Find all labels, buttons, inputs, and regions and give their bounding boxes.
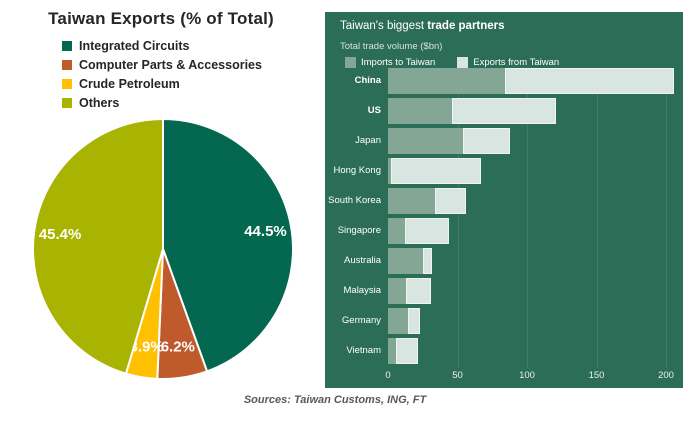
- category-label: China: [354, 75, 381, 86]
- bar-row-australia: [388, 248, 433, 274]
- pie-value-label: 45.4%: [39, 226, 82, 243]
- trade-partners-panel: Taiwan's biggest trade partners Total tr…: [325, 12, 683, 388]
- imports-segment: [388, 158, 391, 184]
- imports-swatch-icon: [345, 57, 356, 68]
- category-labels: China US Japan Hong Kong South Korea Singapor…: [325, 68, 381, 368]
- pie-legend-item: Integrated Circuits: [62, 36, 262, 55]
- x-tick-label: 100: [519, 370, 535, 381]
- category-label: Germany: [341, 315, 381, 326]
- exports-segment: [406, 278, 432, 304]
- bar-row-singapore: [388, 218, 450, 244]
- x-tick-label: 200: [658, 370, 674, 381]
- pie-legend-label: Crude Petroleum: [79, 76, 180, 91]
- pie-legend-item: Computer Parts & Accessories: [62, 55, 262, 74]
- category-label: Australia: [344, 255, 381, 266]
- exports-segment: [422, 248, 433, 274]
- imports-segment: [388, 128, 464, 154]
- bar-chart-title: Taiwan's biggest trade partners: [340, 20, 505, 32]
- legend-swatch-icon: [62, 78, 72, 89]
- exports-segment: [435, 188, 466, 214]
- bar-row-japan: [388, 128, 511, 154]
- exports-segment: [390, 158, 482, 184]
- pie-legend-item: Crude Petroleum: [62, 74, 262, 93]
- imports-segment: [388, 308, 408, 334]
- legend-swatch-icon: [62, 40, 72, 51]
- pie-legend: Integrated Circuits Computer Parts & Acce…: [62, 36, 262, 112]
- bar-chart-subtitle: Total trade volume ($bn): [340, 41, 443, 52]
- pie-legend-item: Others: [62, 93, 262, 112]
- bar-chart-title-regular: Taiwan's biggest: [340, 20, 428, 32]
- exports-segment: [407, 308, 420, 334]
- pie-chart: 44.5% 6.2%3.9% 45.4%: [31, 118, 294, 380]
- legend-imports-label: Imports to Taiwan: [361, 57, 436, 68]
- exports-segment: [404, 218, 450, 244]
- gridline: [596, 68, 598, 368]
- imports-segment: [388, 218, 405, 244]
- x-tick-label: 0: [385, 370, 391, 381]
- exports-swatch-icon: [457, 57, 469, 68]
- bar-plot-area: [388, 68, 676, 368]
- gridline: [666, 68, 667, 368]
- imports-segment: [388, 98, 452, 124]
- sources-note: Sources: Taiwan Customs, ING, FT: [243, 394, 427, 406]
- pie-slice-3: [31, 118, 164, 375]
- category-label: Malaysia: [343, 285, 382, 296]
- bar-row-us: [388, 98, 557, 124]
- exports-segment: [463, 128, 511, 154]
- pie-legend-label: Computer Parts & Accessories: [79, 57, 262, 72]
- category-label: South Korea: [328, 195, 381, 206]
- pie-chart-title: Taiwan Exports (% of Total): [48, 9, 274, 28]
- bar-row-vietnam: [388, 338, 419, 364]
- x-tick-label: 50: [452, 370, 463, 381]
- pie-value-label: 3.9%: [129, 338, 163, 355]
- pie-slice-0: [162, 118, 294, 373]
- bar-legend: Imports to Taiwan Exports from Taiwan: [345, 57, 559, 68]
- imports-segment: [388, 68, 505, 94]
- x-tick-label: 150: [588, 370, 605, 381]
- exports-segment: [504, 68, 675, 94]
- gridline: [527, 68, 528, 368]
- imports-segment: [388, 278, 407, 304]
- imports-segment: [388, 248, 423, 274]
- legend-swatch-icon: [62, 97, 72, 108]
- legend-exports-label: Exports from Taiwan: [473, 57, 560, 68]
- legend-swatch-icon: [62, 59, 72, 70]
- bar-row-malaysia: [388, 278, 432, 304]
- category-label: US: [367, 105, 381, 116]
- exports-segment: [396, 338, 419, 364]
- bar-row-germany: [388, 308, 420, 334]
- imports-segment: [388, 338, 397, 364]
- category-label: Singapore: [337, 225, 381, 236]
- x-axis: 0 50 100 150 200: [385, 370, 676, 384]
- imports-segment: [388, 188, 436, 214]
- pie-value-label: 44.5%: [244, 223, 287, 240]
- category-label: Vietnam: [346, 345, 381, 356]
- pie-legend-label: Integrated Circuits: [79, 38, 190, 53]
- bar-row-china: [388, 68, 675, 94]
- category-label: Japan: [355, 135, 381, 146]
- bars: [388, 68, 683, 368]
- bar-row-south-korea: [388, 188, 466, 214]
- bar-chart-title-bold: trade partners: [427, 20, 505, 32]
- gridline: [457, 68, 459, 368]
- bar-row-hong-kong: [388, 158, 482, 184]
- exports-segment: [451, 98, 557, 124]
- legend-item-imports: Imports to Taiwan: [345, 57, 435, 68]
- category-label: Hong Kong: [333, 165, 381, 176]
- pie-value-label: 6.2%: [161, 339, 195, 356]
- pie-legend-label: Others: [79, 95, 120, 110]
- legend-item-exports: Exports from Taiwan: [457, 57, 559, 68]
